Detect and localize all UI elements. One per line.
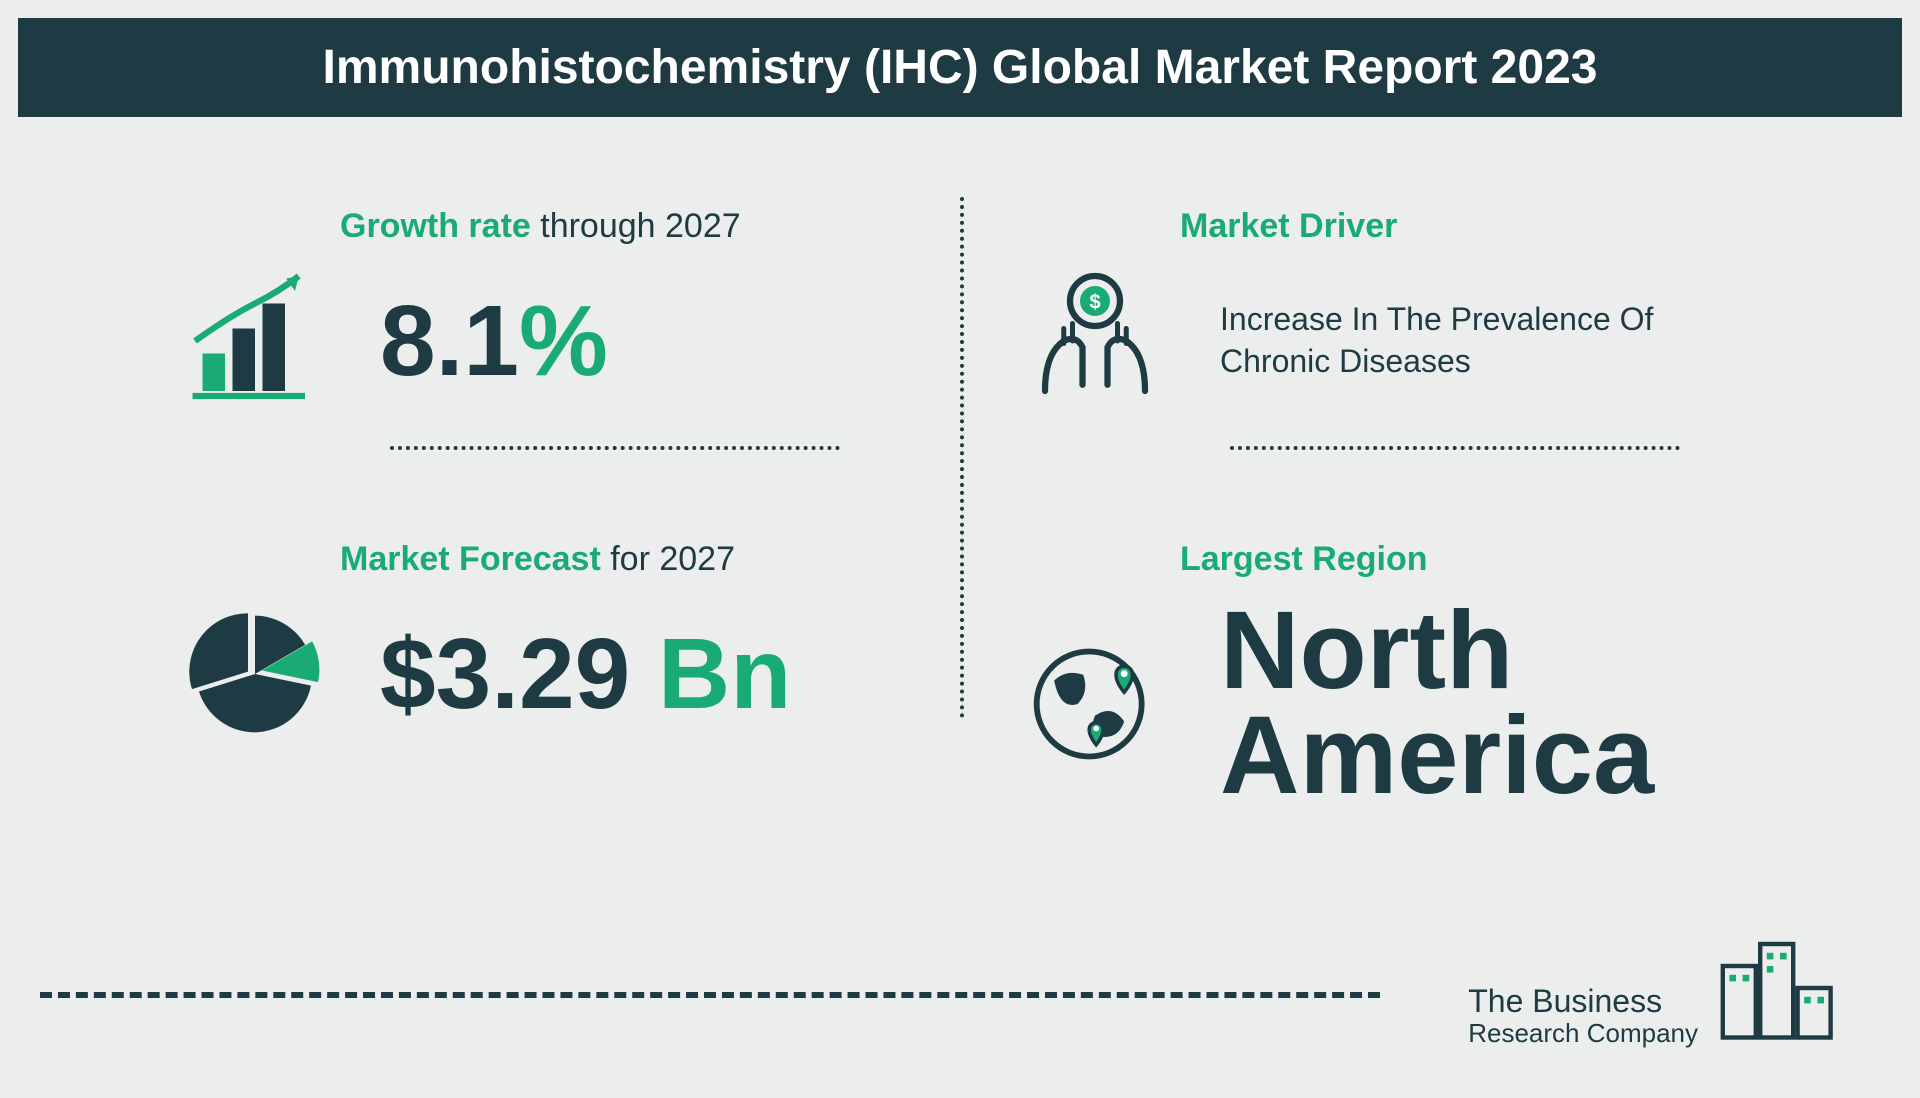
horizontal-divider-left bbox=[390, 446, 840, 450]
buildings-icon bbox=[1710, 933, 1850, 1048]
market-forecast-heading: Market Forecast for 2027 bbox=[340, 540, 900, 579]
svg-text:$: $ bbox=[1089, 292, 1100, 314]
forecast-unit: Bn bbox=[630, 618, 791, 730]
hands-money-icon: $ bbox=[1020, 266, 1170, 416]
forecast-prefix: $ bbox=[380, 618, 436, 730]
largest-region-section: Largest Region North America bbox=[960, 510, 1800, 838]
growth-rate-value: 8.1% bbox=[380, 291, 608, 391]
market-driver-section: Market Driver $ Increase In The Prevalen… bbox=[960, 177, 1800, 510]
largest-region-heading: Largest Region bbox=[1180, 540, 1740, 579]
growth-rate-heading: Growth rate through 2027 bbox=[340, 207, 900, 246]
market-driver-heading: Market Driver bbox=[1180, 207, 1740, 246]
growth-rate-label-accent: Growth rate bbox=[340, 207, 531, 245]
growth-rate-label-rest: through 2027 bbox=[531, 207, 741, 245]
logo-line2: Research Company bbox=[1468, 1019, 1698, 1048]
growth-rate-number: 8.1 bbox=[380, 285, 519, 397]
company-logo: The Business Research Company bbox=[1468, 933, 1850, 1048]
logo-text: The Business Research Company bbox=[1468, 984, 1698, 1048]
market-driver-text: Increase In The Prevalence Of Chronic Di… bbox=[1220, 299, 1740, 382]
market-driver-label: Market Driver bbox=[1180, 207, 1397, 245]
growth-rate-section: Growth rate through 2027 8.1% bbox=[120, 177, 960, 510]
largest-region-label: Largest Region bbox=[1180, 540, 1427, 578]
growth-chart-icon bbox=[180, 266, 330, 416]
content-grid: Growth rate through 2027 8.1% Market Dr bbox=[0, 117, 1920, 838]
logo-line1: The Business bbox=[1468, 984, 1698, 1019]
report-title: Immunohistochemistry (IHC) Global Market… bbox=[323, 41, 1598, 94]
market-forecast-label-rest: for 2027 bbox=[601, 540, 735, 578]
market-forecast-value: $3.29 Bn bbox=[380, 624, 791, 724]
pie-chart-icon bbox=[180, 599, 330, 749]
forecast-number: 3.29 bbox=[436, 618, 631, 730]
title-bar: Immunohistochemistry (IHC) Global Market… bbox=[18, 18, 1902, 117]
footer-divider bbox=[40, 992, 1380, 998]
market-forecast-label-accent: Market Forecast bbox=[340, 540, 601, 578]
largest-region-value: North America bbox=[1220, 599, 1740, 808]
vertical-divider bbox=[960, 197, 964, 718]
globe-pin-icon bbox=[1020, 629, 1170, 779]
market-forecast-section: Market Forecast for 2027 $3.29 Bn bbox=[120, 510, 960, 838]
growth-rate-unit: % bbox=[519, 285, 608, 397]
horizontal-divider-right bbox=[1230, 446, 1680, 450]
